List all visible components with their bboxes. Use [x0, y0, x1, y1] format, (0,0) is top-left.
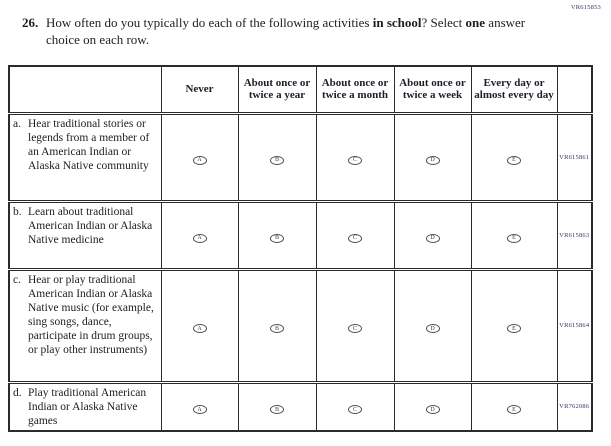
- frequency-matrix-table: Never About once or twice a year About o…: [8, 65, 593, 432]
- answer-oval-a[interactable]: A: [192, 405, 207, 415]
- row-c-option-never[interactable]: A: [160, 267, 239, 382]
- answer-oval-b[interactable]: B: [270, 233, 284, 243]
- answer-oval-c[interactable]: C: [348, 155, 362, 165]
- row-c-stem: c. Hear or play traditional American Ind…: [8, 267, 162, 382]
- oval-letter: A: [197, 325, 202, 332]
- oval-letter: D: [430, 157, 435, 163]
- answer-oval-b[interactable]: B: [270, 324, 284, 333]
- row-a-letter: a.: [13, 117, 21, 130]
- answer-oval-e[interactable]: E: [507, 233, 521, 243]
- row-a-option-week[interactable]: D: [393, 111, 472, 201]
- row-b-option-month[interactable]: C: [315, 199, 395, 269]
- answer-oval-b[interactable]: B: [270, 405, 284, 415]
- row-b-stem: b. Learn about traditional American Indi…: [8, 199, 162, 269]
- answer-oval-a[interactable]: A: [192, 233, 207, 243]
- oval-letter: C: [352, 235, 357, 241]
- header-code-empty: [556, 66, 593, 113]
- oval-letter: E: [512, 406, 516, 413]
- oval-letter: C: [352, 325, 357, 332]
- row-d-code: VR762086: [556, 380, 593, 431]
- row-b-option-never[interactable]: A: [160, 199, 239, 269]
- table-row-c: c. Hear or play traditional American Ind…: [8, 267, 593, 382]
- row-c-option-week[interactable]: D: [393, 267, 472, 382]
- answer-oval-a[interactable]: A: [192, 324, 207, 333]
- question-segment: ? Select: [421, 15, 466, 30]
- row-a-option-year[interactable]: B: [237, 111, 317, 201]
- header-col-every-day: Every day or almost every day: [470, 66, 558, 113]
- table-header-row: Never About once or twice a year About o…: [8, 66, 593, 113]
- row-d-option-month[interactable]: C: [315, 380, 395, 431]
- row-b-option-year[interactable]: B: [237, 199, 317, 269]
- header-col-once-twice-month: About once or twice a month: [315, 66, 395, 113]
- row-d-stem: d. Play traditional American Indian or A…: [8, 380, 162, 431]
- header-col-never: Never: [160, 66, 239, 113]
- answer-oval-e[interactable]: E: [507, 155, 521, 165]
- question-segment-bold: in school: [372, 15, 422, 30]
- oval-letter: B: [274, 325, 279, 332]
- answer-oval-c[interactable]: C: [348, 405, 362, 415]
- oval-letter: D: [430, 235, 435, 241]
- oval-letter: D: [430, 406, 435, 413]
- row-c-code: VR615864: [556, 267, 593, 382]
- answer-oval-e[interactable]: E: [507, 324, 521, 333]
- question-text: How often do you typically do each of th…: [46, 15, 542, 49]
- row-c-letter: c.: [13, 273, 21, 286]
- oval-letter: C: [352, 157, 357, 163]
- answer-oval-d[interactable]: D: [425, 233, 440, 243]
- form-code-top-right: VR615853: [570, 4, 601, 11]
- question-segment: answer choice on each row.: [46, 15, 526, 47]
- answer-oval-a[interactable]: A: [192, 155, 207, 165]
- table-row-d: d. Play traditional American Indian or A…: [8, 380, 593, 431]
- row-b-letter: b.: [13, 205, 22, 218]
- header-col-once-twice-week: About once or twice a week: [393, 66, 472, 113]
- answer-oval-b[interactable]: B: [270, 155, 284, 165]
- oval-letter: C: [352, 406, 357, 413]
- table-row-a: a. Hear traditional stories or legends f…: [8, 111, 593, 201]
- row-a-stem: a. Hear traditional stories or legends f…: [8, 111, 162, 201]
- question-number: 26.: [22, 15, 39, 30]
- row-d-option-week[interactable]: D: [393, 380, 472, 431]
- row-c-option-every-day[interactable]: E: [470, 267, 558, 382]
- row-d-option-every-day[interactable]: E: [470, 380, 558, 431]
- row-a-option-every-day[interactable]: E: [470, 111, 558, 201]
- row-a-text: Hear traditional stories or legends from…: [28, 117, 150, 172]
- question-block: 26. How often do you typically do each o…: [22, 15, 542, 49]
- row-c-option-year[interactable]: B: [237, 267, 317, 382]
- oval-letter: A: [197, 157, 202, 163]
- answer-oval-d[interactable]: D: [425, 405, 440, 415]
- question-segment-bold: one: [465, 15, 486, 30]
- oval-letter: A: [197, 406, 202, 413]
- row-d-letter: d.: [13, 386, 22, 399]
- header-stem-empty: [8, 66, 162, 113]
- table-row-b: b. Learn about traditional American Indi…: [8, 199, 593, 269]
- row-a-code: VR615861: [556, 111, 593, 201]
- header-col-once-twice-year: About once or twice a year: [237, 66, 317, 113]
- row-b-option-every-day[interactable]: E: [470, 199, 558, 269]
- oval-letter: B: [274, 235, 279, 241]
- oval-letter: B: [274, 157, 279, 163]
- oval-letter: E: [512, 157, 516, 163]
- oval-letter: E: [512, 325, 516, 332]
- answer-oval-c[interactable]: C: [348, 233, 362, 243]
- answer-oval-d[interactable]: D: [425, 155, 440, 165]
- row-d-option-year[interactable]: B: [237, 380, 317, 431]
- row-b-option-week[interactable]: D: [393, 199, 472, 269]
- row-d-option-never[interactable]: A: [160, 380, 239, 431]
- row-d-text: Play traditional American Indian or Alas…: [28, 386, 147, 427]
- row-a-option-month[interactable]: C: [315, 111, 395, 201]
- oval-letter: B: [274, 406, 279, 413]
- answer-oval-c[interactable]: C: [348, 324, 362, 333]
- row-a-option-never[interactable]: A: [160, 111, 239, 201]
- row-c-text: Hear or play traditional American Indian…: [28, 273, 154, 356]
- oval-letter: A: [197, 235, 202, 241]
- question-segment: How often do you typically do each of th…: [46, 15, 373, 30]
- row-b-code: VR615863: [556, 199, 593, 269]
- row-b-text: Learn about traditional American Indian …: [28, 205, 153, 246]
- row-c-option-month[interactable]: C: [315, 267, 395, 382]
- oval-letter: E: [512, 235, 516, 241]
- oval-letter: D: [430, 325, 435, 332]
- answer-oval-e[interactable]: E: [507, 405, 521, 415]
- answer-oval-d[interactable]: D: [425, 324, 440, 333]
